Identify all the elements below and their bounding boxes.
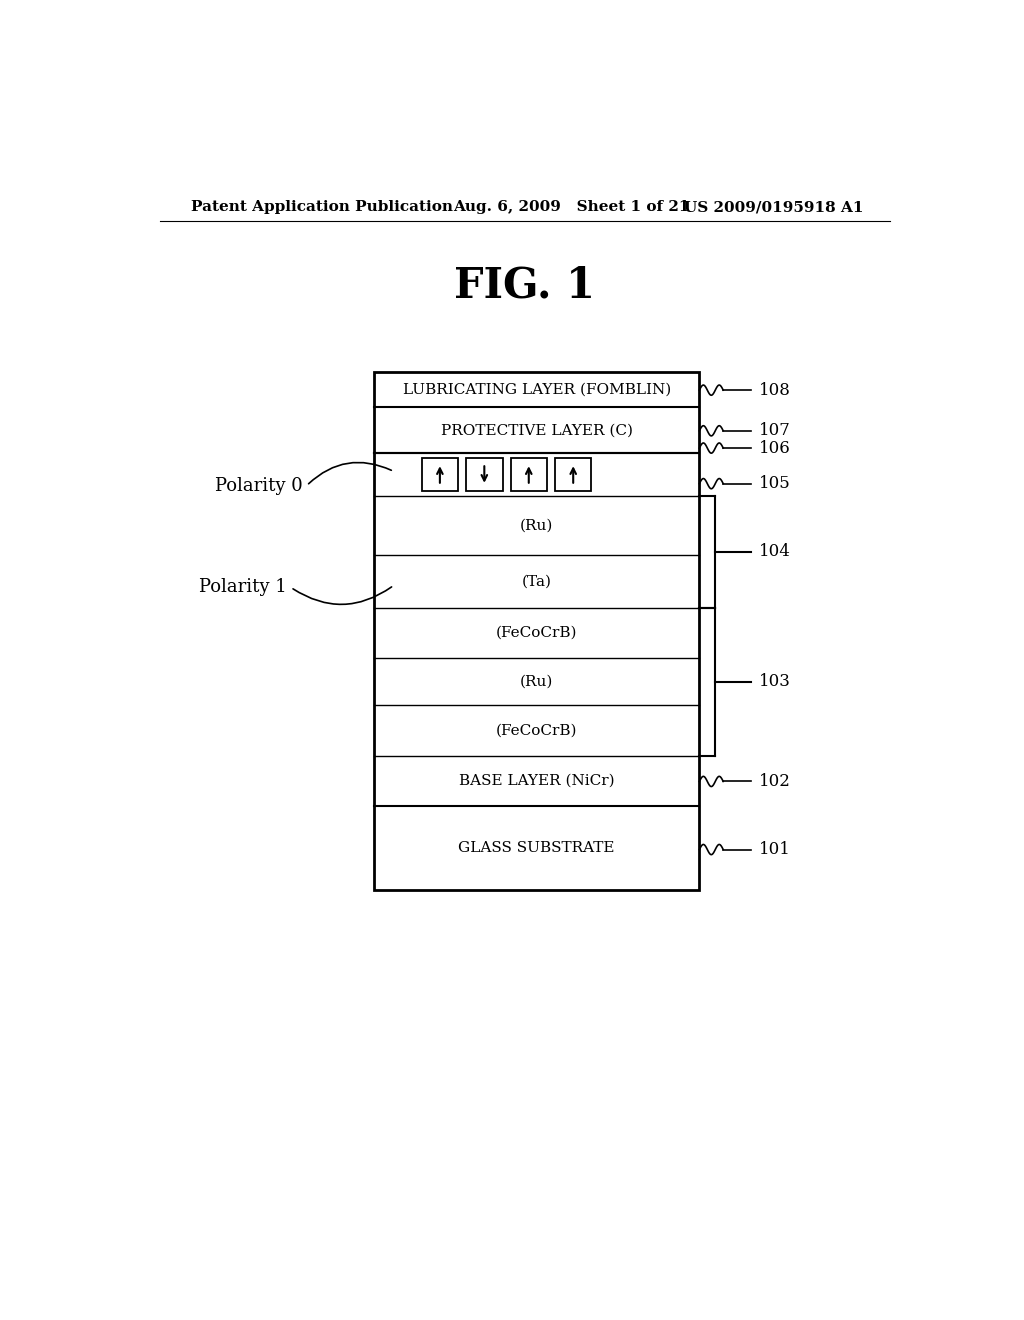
Text: (Ta): (Ta) (521, 574, 552, 589)
Bar (374, 372, 699, 890)
Bar (422, 458, 458, 491)
Text: (FeCoCrB): (FeCoCrB) (496, 723, 578, 738)
Text: 105: 105 (759, 475, 791, 492)
Text: Patent Application Publication: Patent Application Publication (191, 201, 454, 214)
Text: Polarity 1: Polarity 1 (199, 578, 287, 597)
Text: Polarity 0: Polarity 0 (215, 477, 303, 495)
Text: US 2009/0195918 A1: US 2009/0195918 A1 (684, 201, 863, 214)
Text: 106: 106 (759, 440, 791, 457)
Text: (Ru): (Ru) (520, 675, 553, 689)
Text: FIG. 1: FIG. 1 (455, 264, 595, 306)
Text: 103: 103 (759, 673, 791, 690)
Text: BASE LAYER (NiCr): BASE LAYER (NiCr) (459, 774, 614, 788)
Text: Aug. 6, 2009   Sheet 1 of 21: Aug. 6, 2009 Sheet 1 of 21 (454, 201, 690, 214)
Text: (FeCoCrB): (FeCoCrB) (496, 626, 578, 640)
Text: 107: 107 (759, 422, 791, 440)
Text: 101: 101 (759, 841, 791, 858)
Text: GLASS SUBSTRATE: GLASS SUBSTRATE (459, 841, 615, 855)
Text: 104: 104 (759, 544, 791, 560)
Text: (Ru): (Ru) (520, 519, 553, 532)
Bar (555, 458, 592, 491)
Text: 102: 102 (759, 774, 791, 789)
Bar (511, 458, 547, 491)
Text: 108: 108 (759, 381, 791, 399)
Text: LUBRICATING LAYER (FOMBLIN): LUBRICATING LAYER (FOMBLIN) (402, 383, 671, 396)
Text: PROTECTIVE LAYER (C): PROTECTIVE LAYER (C) (440, 424, 633, 437)
Bar (466, 458, 503, 491)
